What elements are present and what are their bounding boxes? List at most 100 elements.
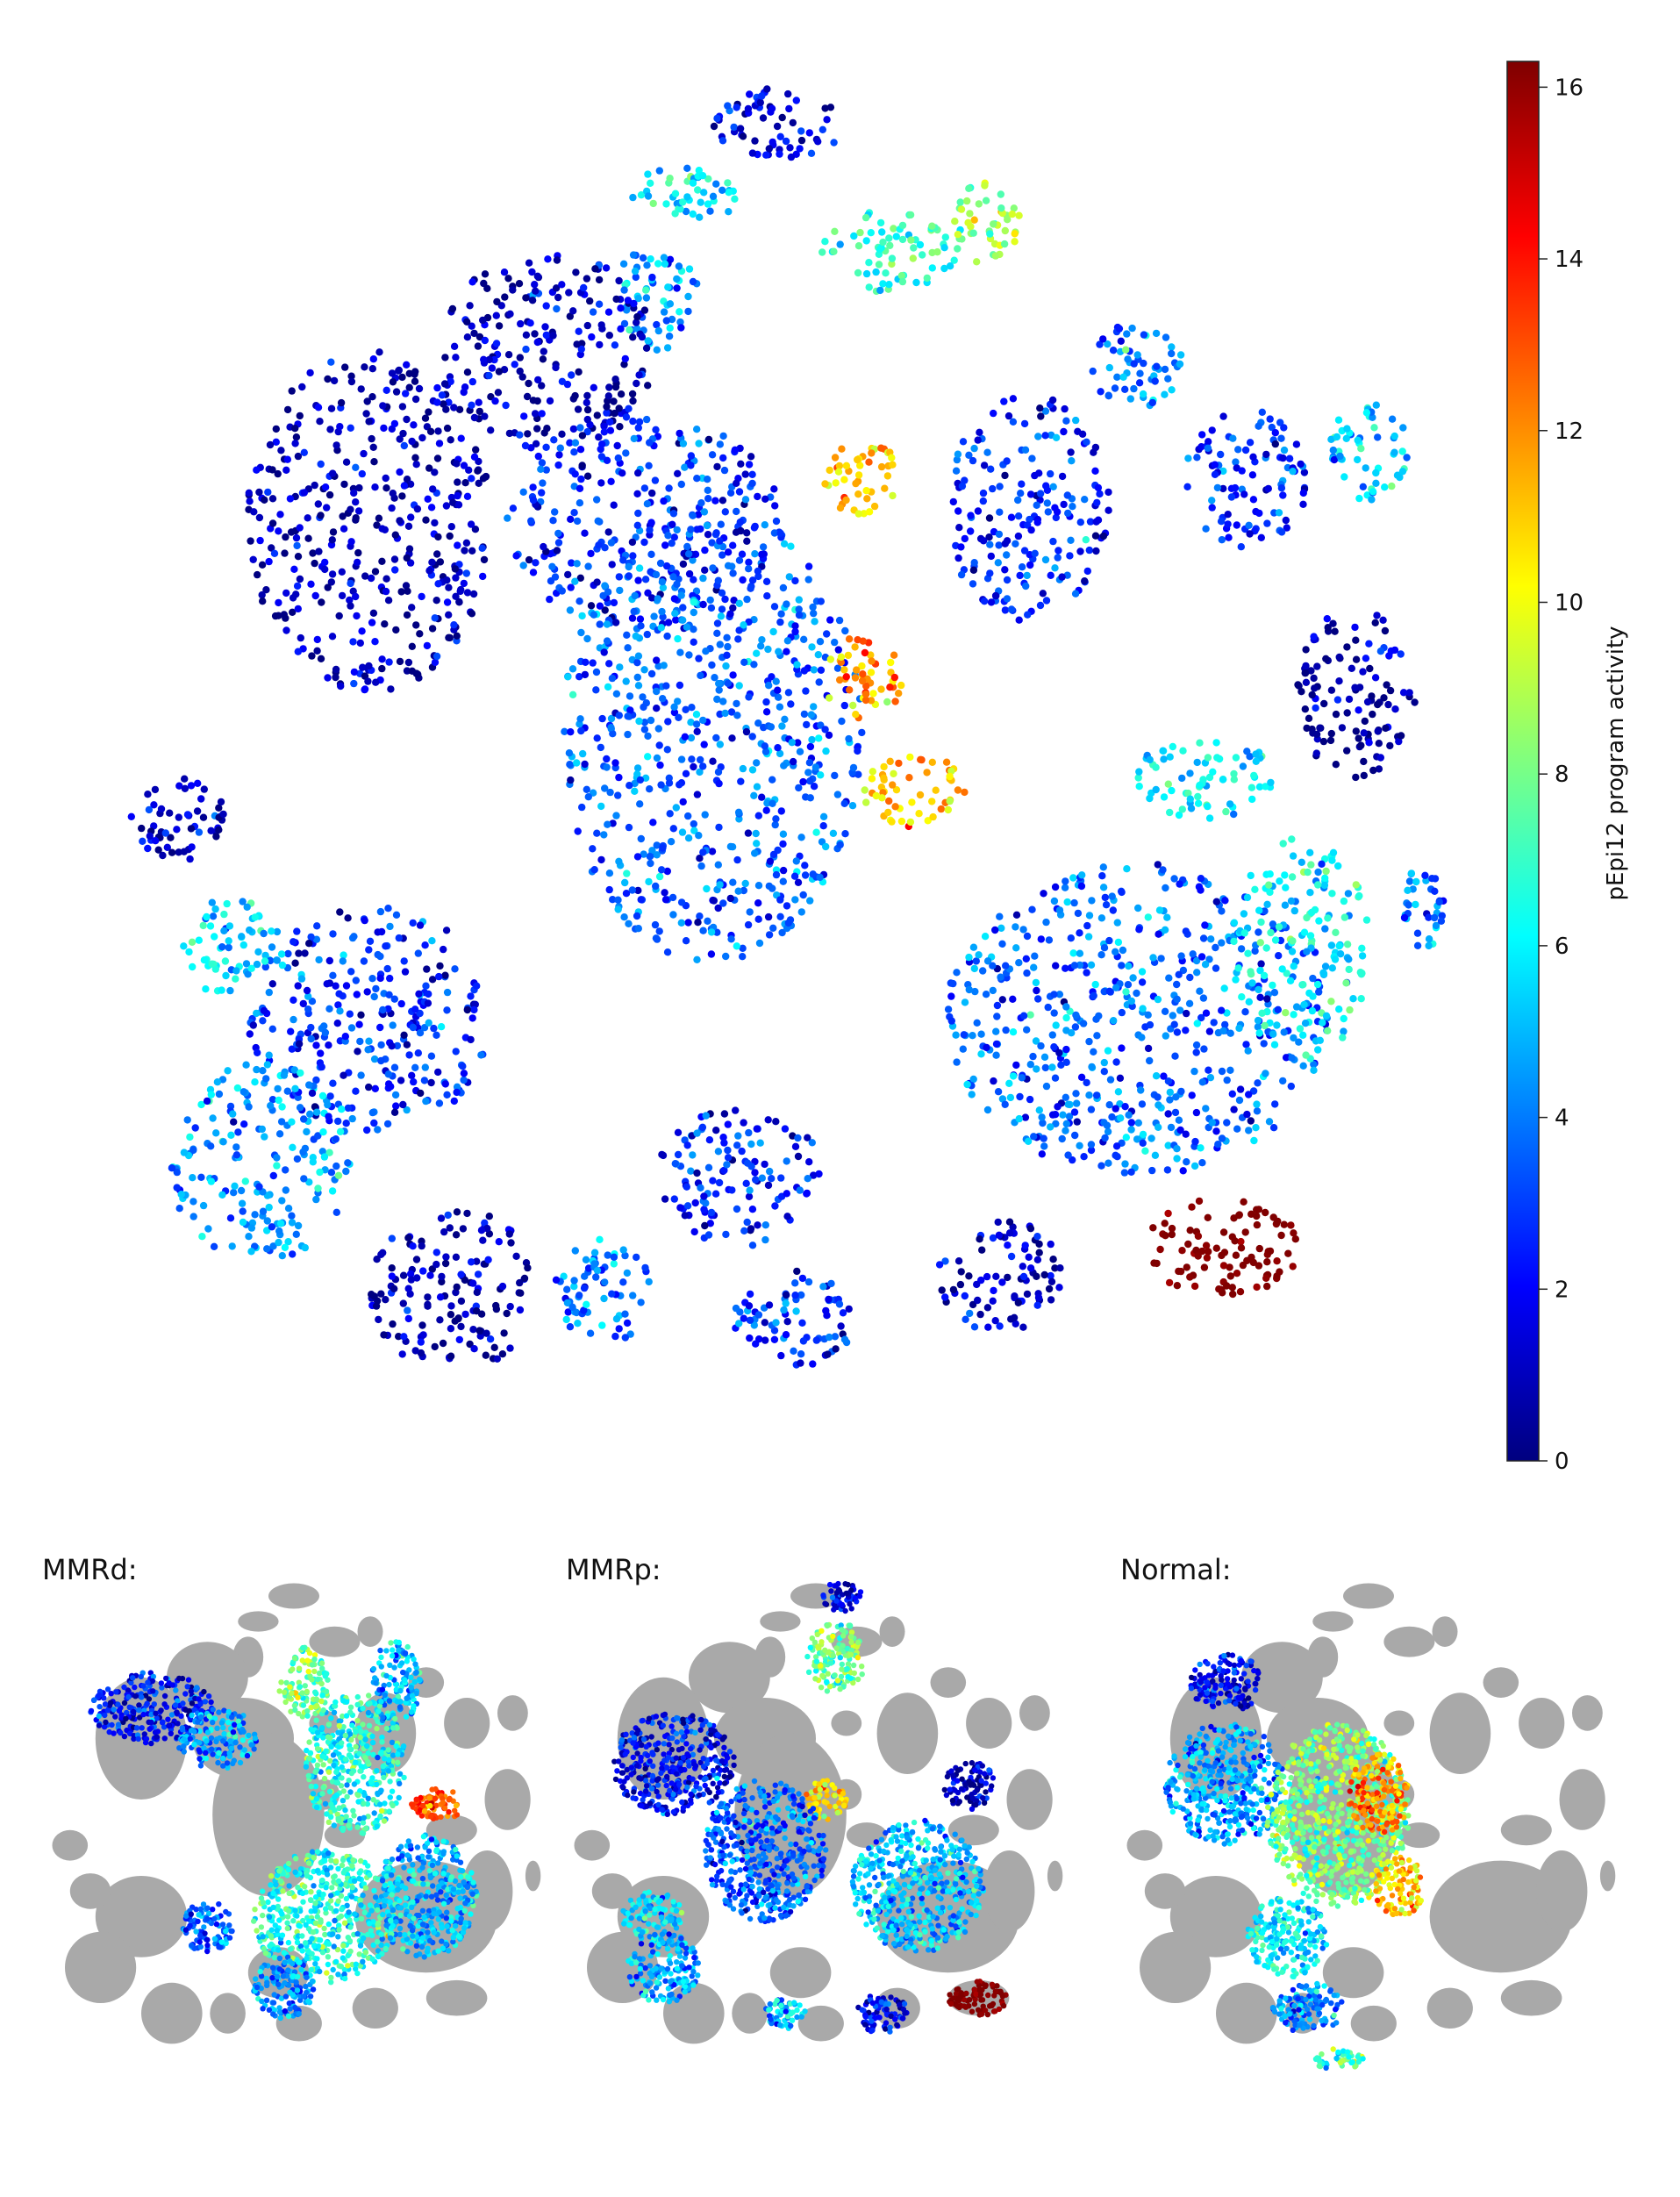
cell-point bbox=[307, 581, 314, 588]
cell-point bbox=[1293, 440, 1300, 447]
cell-point bbox=[554, 294, 561, 301]
cell-point bbox=[821, 726, 828, 733]
cell-point bbox=[359, 470, 366, 477]
cell-point bbox=[1100, 863, 1107, 870]
cell-point bbox=[1049, 397, 1056, 404]
cell-point bbox=[976, 429, 983, 436]
cell-point bbox=[755, 882, 762, 889]
cell-point bbox=[209, 961, 216, 968]
cell-point bbox=[438, 1023, 445, 1030]
cell-point bbox=[974, 1020, 981, 1027]
cell-point bbox=[175, 813, 182, 820]
cell-point bbox=[634, 522, 641, 529]
cell-point bbox=[1086, 547, 1093, 554]
cell-point bbox=[620, 261, 627, 268]
cell-point bbox=[230, 1119, 237, 1126]
cell-point bbox=[780, 1306, 787, 1313]
cell-point bbox=[225, 937, 232, 944]
cell-point bbox=[1327, 737, 1334, 744]
cell-point bbox=[986, 569, 993, 576]
cell-point bbox=[1003, 551, 1010, 558]
cell-point bbox=[1377, 754, 1384, 761]
cell-point bbox=[749, 1242, 756, 1249]
cell-point bbox=[708, 662, 715, 669]
cell-point bbox=[1026, 562, 1033, 569]
colorbar-tick-label: 12 bbox=[1555, 419, 1583, 445]
cell-point bbox=[496, 322, 503, 329]
cell-point bbox=[623, 677, 630, 684]
cell-point bbox=[1055, 1284, 1062, 1291]
cell-point bbox=[433, 398, 440, 405]
cell-point bbox=[761, 1319, 769, 1326]
cell-point bbox=[747, 453, 754, 460]
cell-point bbox=[297, 412, 304, 419]
cell-point bbox=[576, 485, 583, 492]
cluster-12 bbox=[950, 395, 1112, 624]
cell-point bbox=[1164, 1166, 1171, 1173]
cell-point bbox=[1245, 1048, 1252, 1055]
cell-point bbox=[1166, 809, 1173, 816]
cell-point bbox=[817, 771, 824, 778]
cell-point bbox=[486, 1213, 493, 1220]
cell-point bbox=[1343, 747, 1350, 754]
cell-point bbox=[1209, 504, 1216, 511]
cell-point bbox=[1186, 769, 1193, 776]
cell-point bbox=[256, 537, 263, 544]
cell-point bbox=[461, 580, 468, 587]
cell-point bbox=[993, 1013, 1000, 1020]
cell-point bbox=[370, 458, 377, 465]
cell-point bbox=[1348, 665, 1355, 672]
cell-point bbox=[1166, 1279, 1173, 1286]
cell-point bbox=[716, 537, 723, 544]
cell-point bbox=[655, 327, 662, 334]
cell-point bbox=[290, 938, 297, 945]
cell-point bbox=[748, 480, 755, 487]
cell-point bbox=[188, 825, 195, 832]
cell-point bbox=[733, 104, 740, 111]
cell-point bbox=[288, 1119, 295, 1126]
cell-point bbox=[838, 446, 845, 453]
cell-point bbox=[646, 1278, 653, 1285]
cell-point bbox=[826, 694, 833, 701]
cell-point bbox=[1327, 998, 1334, 1005]
cell-point bbox=[995, 1088, 1002, 1095]
cell-point bbox=[1332, 955, 1339, 963]
cell-point bbox=[647, 180, 654, 187]
cell-point bbox=[1248, 796, 1255, 803]
cell-point bbox=[1206, 814, 1213, 821]
cell-point bbox=[1139, 968, 1146, 975]
cell-point bbox=[269, 495, 276, 502]
cell-point bbox=[559, 587, 566, 594]
cell-point bbox=[264, 489, 271, 496]
cell-point bbox=[1090, 992, 1097, 999]
cell-point bbox=[1263, 1258, 1270, 1265]
cell-point bbox=[1044, 487, 1051, 494]
cell-point bbox=[1093, 1032, 1100, 1039]
cell-point bbox=[1237, 1085, 1244, 1092]
cell-point bbox=[431, 519, 438, 526]
cell-point bbox=[1314, 981, 1321, 988]
cell-point bbox=[853, 666, 860, 673]
cell-point bbox=[718, 187, 726, 194]
cell-point bbox=[990, 410, 997, 417]
cell-point bbox=[1068, 934, 1075, 941]
cell-point bbox=[451, 343, 458, 350]
cell-point bbox=[247, 537, 254, 544]
cell-point bbox=[766, 1301, 773, 1308]
cell-point bbox=[1245, 1127, 1252, 1134]
cell-point bbox=[520, 489, 527, 496]
cell-point bbox=[1365, 640, 1372, 648]
cell-point bbox=[1021, 547, 1028, 554]
cell-point bbox=[1293, 1003, 1300, 1010]
cell-point bbox=[1139, 1100, 1146, 1107]
cell-point bbox=[897, 682, 904, 689]
cell-point bbox=[289, 1144, 296, 1151]
cell-point bbox=[1016, 1115, 1023, 1122]
cell-point bbox=[452, 354, 459, 361]
cell-point bbox=[1033, 1065, 1040, 1072]
cell-point bbox=[113, 1689, 118, 1694]
cell-point bbox=[758, 92, 765, 99]
cell-point bbox=[764, 646, 771, 653]
cell-point bbox=[1200, 934, 1207, 941]
cell-point bbox=[791, 1292, 798, 1299]
